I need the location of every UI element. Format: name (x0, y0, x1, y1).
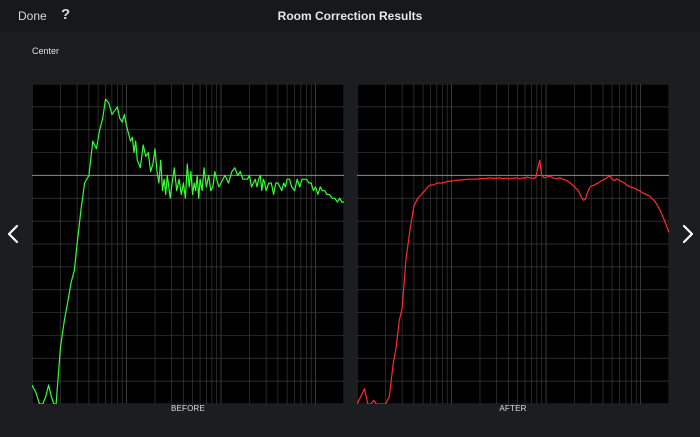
top-bar: Done ? Room Correction Results (0, 0, 700, 32)
before-caption: BEFORE (170, 404, 206, 413)
help-button[interactable]: ? (61, 6, 71, 23)
done-button[interactable]: Done (18, 9, 47, 23)
before-response-trace (32, 98, 344, 404)
before-chart (32, 84, 344, 404)
page-title: Room Correction Results (277, 9, 423, 23)
after-chart-svg (357, 84, 669, 404)
chevron-right-icon[interactable] (678, 220, 696, 248)
after-response-trace (357, 159, 669, 404)
before-chart-svg (32, 84, 344, 404)
chevron-left-icon[interactable] (5, 220, 23, 248)
after-caption: AFTER (499, 404, 527, 413)
after-chart (357, 84, 669, 404)
channel-label: Center (32, 46, 60, 56)
